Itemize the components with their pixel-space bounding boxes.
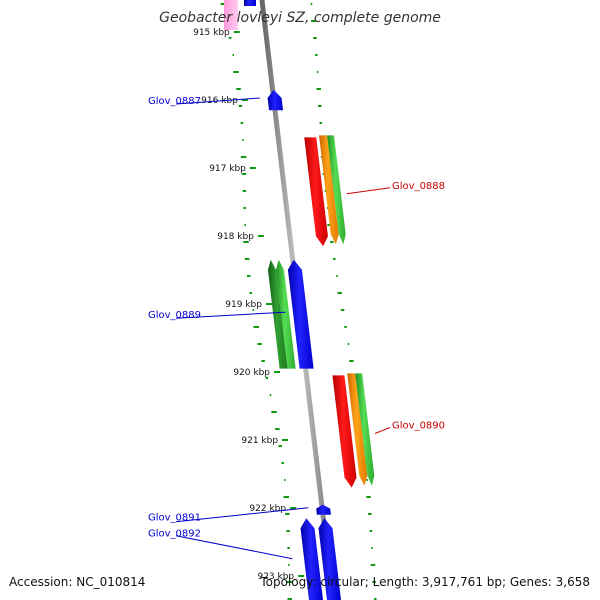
partial-feature (244, 0, 256, 6)
gene-label: Glov_0887 (148, 96, 201, 107)
gene-label-leader (175, 507, 309, 523)
topology-text: Topology: circular; Length: 3,917,761 bp… (260, 575, 590, 589)
accession-text: Accession: NC_010814 (9, 575, 146, 589)
orf-arrow (347, 373, 368, 486)
gene-label-leader (374, 427, 391, 434)
cds-reverse-arrow (267, 89, 284, 111)
gene-label: Glov_0889 (148, 310, 201, 321)
partial-feature (224, 0, 238, 30)
tick-label: 923 kbp (257, 572, 294, 582)
tick-label: 917 kbp (209, 164, 246, 174)
gene-feature-arrow (267, 259, 288, 369)
tick-label: 918 kbp (217, 232, 254, 242)
gene-label: Glov_0891 (148, 513, 201, 524)
gene-label-leader (175, 97, 260, 105)
map-title: Geobacter lovleyi SZ, complete genome (159, 10, 441, 26)
tick-label: 919 kbp (225, 300, 262, 310)
cds-reverse-arrow (287, 259, 314, 369)
cds-reverse-arrow (318, 518, 341, 600)
gc-content-dots (220, 3, 377, 600)
cds-reverse-arrow (300, 518, 323, 600)
cds-forward-arrow (332, 375, 357, 488)
gene-labels: Glov_0887 Glov_0888 Glov_0889 Glov_0890 Glov… (148, 96, 445, 560)
gene-label-leader (175, 535, 293, 560)
gene-feature-arrow (275, 259, 296, 369)
gene-feature-arrow (327, 135, 346, 245)
gene-label: Glov_0888 (392, 181, 445, 192)
gene-features (224, 0, 375, 600)
gene-label-leader (346, 187, 391, 195)
cds-reverse-arrow (316, 504, 331, 515)
orf-arrow (319, 135, 339, 245)
tick-label: 922 kbp (249, 504, 286, 514)
tick-label: 915 kbp (193, 28, 230, 38)
gene-label-leader (175, 311, 286, 319)
gene-label: Glov_0892 (148, 529, 201, 540)
gene-feature-arrow (355, 373, 375, 486)
tick-label: 920 kbp (233, 368, 270, 378)
cds-forward-arrow (304, 137, 328, 247)
gene-label: Glov_0890 (392, 421, 445, 432)
tick-label: 921 kbp (241, 436, 278, 446)
